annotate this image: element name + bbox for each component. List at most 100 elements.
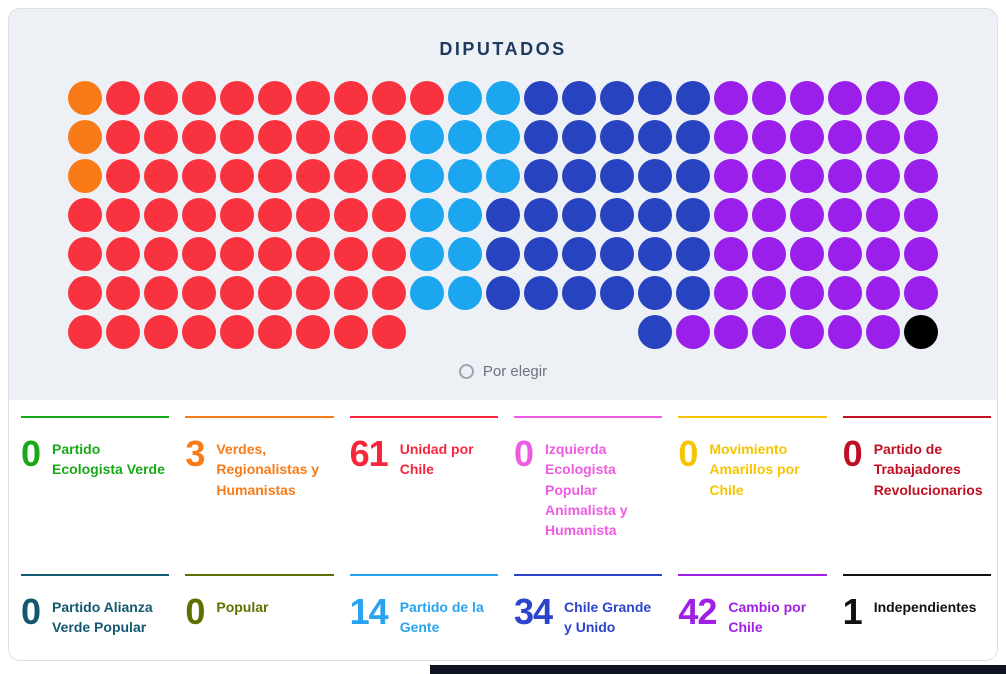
seat-dot [600,159,634,193]
seat-dot [144,276,178,310]
legend-label: Por elegir [482,363,548,380]
seat-dot [144,159,178,193]
party-color-rule [513,416,663,418]
party-color-rule [349,574,498,576]
seat-dot [448,198,482,232]
seat-dot [144,237,178,271]
party-results-section: 0 Partido Ecologista Verde 3 Verdes, Region… [9,400,997,660]
seat-dot [752,198,786,232]
seat-dot [372,198,406,232]
seat-dot [638,120,672,154]
seat-dot [410,276,444,310]
seat-dot [334,198,368,232]
seat-dot [334,276,368,310]
seat-dot [68,276,102,310]
seat-dot [866,159,900,193]
seat-dot [904,81,938,115]
seat-dot [828,276,862,310]
seat-dot [714,81,748,115]
seat-dot [524,198,558,232]
seat-dot [68,81,102,115]
seat-dot [410,81,444,115]
seat-dot [410,120,444,154]
party-color-rule [842,416,991,418]
seat-dot [68,198,102,232]
party-card: 1 Independientes [842,574,991,638]
seat-row [9,198,997,232]
party-card-body: 14 Partido de la Gente [350,593,498,638]
party-card: 14 Partido de la Gente [349,574,498,638]
seat-dot [334,120,368,154]
seat-dot [562,159,596,193]
seat-dot [372,237,406,271]
party-seat-count: 0 [21,591,41,632]
seat-empty-slot [448,315,482,349]
seat-dot [562,81,596,115]
seat-row [9,81,997,115]
seat-dot [296,120,330,154]
party-name: Chile Grande y Unido [564,599,652,636]
party-name: Partido Alianza Verde Popular [52,599,153,636]
seat-dot [600,198,634,232]
seat-dot [296,159,330,193]
seat-dot [828,198,862,232]
seat-dot [676,315,710,349]
seat-dot [828,315,862,349]
seat-dot [106,159,140,193]
seat-dot [220,120,254,154]
party-seat-count: 0 [842,433,863,474]
seat-dot [410,237,444,271]
seat-dot [638,159,672,193]
seat-row [9,315,997,349]
seat-dot [828,120,862,154]
party-color-rule [185,416,334,418]
seat-dot [866,198,900,232]
party-seat-count: 61 [349,433,389,474]
party-card: 42 Cambio por Chile [678,574,827,638]
seat-dot [220,315,254,349]
seat-dot [676,198,710,232]
next-section-edge [430,665,1006,674]
seat-dot [600,276,634,310]
seat-dot [790,159,824,193]
seat-dot [182,276,216,310]
unfilled-seat-icon [458,364,474,379]
party-card-body: 0 Partido de Trabajadores Revolucionarios [842,433,991,500]
seat-dot [68,120,102,154]
seat-dot [68,159,102,193]
seat-dot [828,237,862,271]
party-card-body: 0 Movimiento Amarillos por Chile [678,435,826,500]
seat-dot [182,81,216,115]
seat-dot [258,237,292,271]
seat-dot [676,237,710,271]
party-card-body: 42 Cambio por Chile [678,593,826,638]
party-color-rule [678,574,827,576]
seat-dot [714,276,748,310]
seat-dot [258,276,292,310]
seat-dot [714,159,748,193]
seat-dot [296,315,330,349]
seat-dot [182,237,216,271]
seat-dot [676,120,710,154]
seat-dot [220,276,254,310]
seat-dot [372,159,406,193]
seat-dot [448,81,482,115]
seat-dot [524,237,558,271]
seat-dot [182,159,216,193]
party-card: 0 Popular [185,574,334,638]
seat-dot [828,81,862,115]
seat-dot [258,159,292,193]
seat-dot [562,276,596,310]
seat-dot [752,120,786,154]
diputados-panel: DIPUTADOS Por elegir 0 Partido Ecologista… [8,8,998,661]
party-name: Verdes, Regionalistas y Humanistas [216,441,320,498]
seat-dot [296,237,330,271]
panel-title: DIPUTADOS [439,39,567,59]
seat-dot [144,120,178,154]
seat-dot [790,315,824,349]
party-card: 34 Chile Grande y Unido [513,574,663,638]
seat-dot [486,276,520,310]
seat-dot [258,81,292,115]
party-seat-count: 1 [842,591,863,632]
